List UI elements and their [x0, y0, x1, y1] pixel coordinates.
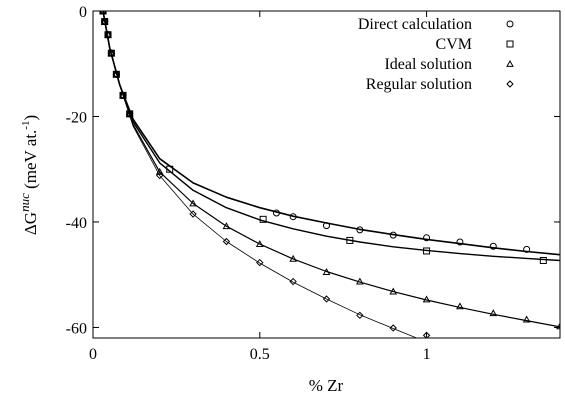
series-line-triangle [102, 11, 560, 328]
data-point-triangle [255, 240, 264, 248]
series-curves [102, 11, 560, 338]
data-point-triangle [522, 315, 531, 323]
data-point-circle [423, 234, 431, 242]
data-point-diamond [289, 277, 297, 286]
data-point-diamond [422, 331, 431, 338]
legend-marker-diamond [506, 80, 514, 88]
data-point-circle [489, 242, 497, 250]
legend-label-triangle: Ideal solution [384, 56, 472, 73]
data-point-diamond [222, 237, 231, 246]
legend: Direct calculation CVM Ideal solution Regul… [358, 16, 514, 93]
legend-marker-circle [506, 20, 514, 28]
series-line-square [102, 11, 560, 262]
data-point-triangle [222, 222, 231, 230]
y-tick-label: -40 [66, 215, 87, 232]
legend-label-square: CVM [436, 36, 472, 53]
data-point-circle [356, 226, 364, 234]
data-point-triangle [489, 309, 498, 317]
data-point-diamond [125, 110, 134, 118]
data-point-triangle [456, 302, 464, 310]
legend-label-diamond: Regular solution [366, 76, 472, 93]
series-line-circle [102, 11, 560, 256]
data-point-circle [523, 245, 531, 253]
axis-ticks: 0 0.5 1 0 -20 -40 -60 [66, 4, 560, 363]
x-tick-label: 0.5 [250, 346, 270, 363]
x-tick-label: 0 [89, 346, 97, 363]
y-tick-label: -60 [66, 320, 87, 337]
data-point-circle [389, 231, 397, 239]
y-axis-label: ΔGnuc (meV at.-1) [17, 115, 40, 235]
y-axis-label-close: ) [21, 115, 40, 121]
data-point-diamond [112, 70, 121, 78]
data-point-circle [456, 238, 464, 246]
data-point-triangle [189, 199, 197, 207]
legend-label-circle: Direct calculation [358, 16, 472, 33]
data-point-square [166, 165, 174, 173]
y-axis-label-units: (meV at. [21, 130, 40, 193]
data-point-diamond [389, 324, 397, 332]
data-point-diamond [356, 311, 364, 320]
data-point-square [259, 215, 267, 223]
legend-marker-triangle [506, 59, 514, 67]
data-point-triangle [155, 167, 164, 175]
y-axis-label-units-exponent: -1 [20, 121, 32, 130]
data-point-diamond [256, 258, 264, 267]
data-point-diamond [189, 210, 197, 218]
y-tick-label: 0 [79, 4, 87, 21]
plot-area [92, 10, 561, 339]
data-point-diamond [99, 11, 107, 15]
data-point-circle [272, 209, 280, 217]
data-point-circle [289, 213, 297, 221]
data-point-square [423, 247, 431, 255]
data-point-diamond [119, 91, 127, 100]
data-point-diamond [156, 171, 164, 180]
data-point-triangle [389, 287, 398, 295]
x-axis-label: % Zr [309, 376, 344, 395]
y-axis-label-symbol: ΔG [21, 212, 40, 235]
data-point-circle [323, 222, 330, 230]
series-markers [99, 11, 560, 338]
data-point-triangle [356, 277, 364, 285]
x-tick-label: 1 [423, 346, 431, 363]
data-point-diamond [100, 17, 109, 26]
y-tick-label: -20 [66, 109, 87, 126]
y-axis-label-superscript: nuc [17, 193, 32, 212]
legend-marker-square [506, 40, 514, 48]
data-point-square [539, 256, 547, 264]
data-point-diamond [104, 31, 112, 39]
data-point-triangle [289, 254, 297, 262]
data-point-diamond [107, 49, 116, 57]
series-line-diamond [102, 11, 417, 338]
data-point-square [346, 236, 354, 244]
data-point-triangle [322, 268, 331, 275]
data-point-triangle [422, 295, 431, 303]
data-point-triangle [556, 322, 560, 330]
data-point-diamond [322, 295, 331, 303]
